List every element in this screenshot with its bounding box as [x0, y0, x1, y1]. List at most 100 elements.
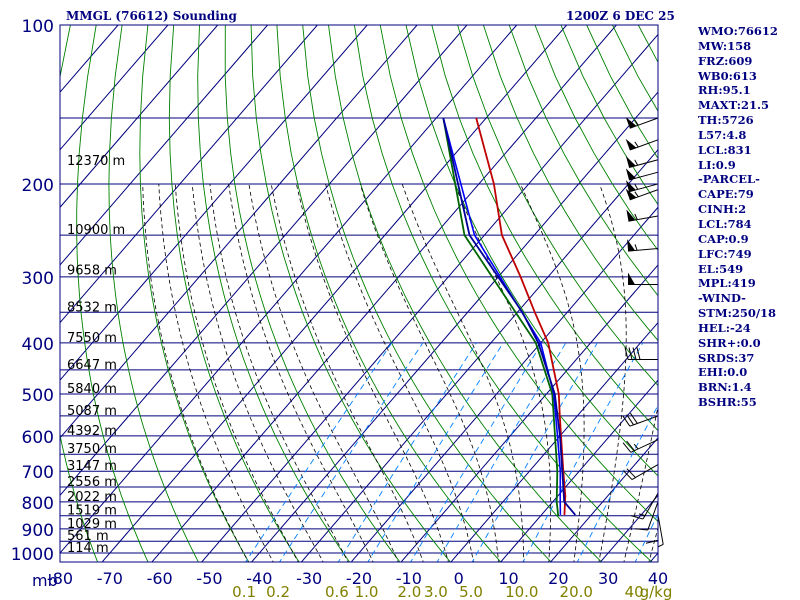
dry-adiabat-200	[60, 25, 99, 562]
wind-barb	[625, 180, 659, 193]
mixing-ratio-line-2	[337, 342, 477, 562]
dry-adiabat-250	[197, 25, 351, 562]
temperature-tick-label: -40	[246, 569, 272, 588]
wind-barb	[625, 155, 659, 169]
mixing-ratio-line-6	[471, 342, 598, 562]
dry-adiabat-280	[276, 25, 502, 562]
index-item: SRDS:37	[698, 350, 755, 365]
mixing-ratio-label: 2.0	[397, 583, 421, 600]
isotherm--110	[60, 25, 368, 381]
mixing-ratio-line-0	[245, 342, 393, 562]
wind-barb-half-feather	[634, 119, 639, 126]
index-item: LFC:749	[698, 246, 752, 261]
index-item: L57:4.8	[698, 127, 747, 142]
isotherm--140	[60, 25, 219, 209]
wind-barb-shaft	[647, 501, 659, 531]
moist-adiabat-15	[401, 183, 525, 562]
wind-barb-flag	[625, 138, 637, 151]
wind-barb-feather	[626, 440, 635, 451]
chart-time: 1200Z 6 DEC 25	[566, 9, 675, 23]
temperature-tick-label: 0	[454, 569, 464, 588]
wind-barb	[622, 412, 659, 427]
mixing-ratio-line-5	[436, 342, 567, 562]
index-item: LI:0.9	[698, 157, 736, 172]
wind-barbs	[622, 116, 664, 548]
index-item: HEL:-24	[698, 320, 751, 335]
wind-barb-flag	[625, 168, 636, 180]
index-item: TH:5726	[698, 113, 754, 128]
isotherm--130	[60, 25, 268, 266]
pressure-tick-label: 900	[22, 521, 54, 541]
isotherm--20	[350, 206, 658, 562]
wind-barb	[630, 492, 659, 520]
isotherm--60	[151, 25, 617, 562]
dewpoint-line	[442, 117, 560, 516]
wind-barb-feather	[623, 470, 633, 480]
dry-adiabat-370	[508, 25, 658, 297]
temperature-tick-label: -80	[47, 569, 73, 588]
pressure-tick-label: 1000	[11, 545, 54, 565]
temperature-tick-label: 20	[548, 569, 568, 588]
moist-adiabat--35	[158, 183, 274, 562]
mixing-ratio-label: 3.0	[424, 583, 448, 600]
moist-adiabat-0	[296, 183, 449, 562]
index-item: RH:95.1	[698, 83, 751, 98]
height-label: 5840 m	[67, 382, 117, 397]
isotherm-10	[500, 379, 658, 562]
index-item: EHI:0.0	[698, 365, 748, 380]
pressure-tick-label: 200	[22, 176, 54, 196]
index-item: FRZ:609	[698, 53, 753, 68]
height-label: 1029 m	[67, 517, 117, 532]
wind-barb-half-feather	[657, 544, 664, 548]
index-item: MAXT:21.5	[698, 98, 769, 113]
height-label: 5087 m	[67, 404, 117, 419]
temperature-tick-label: -60	[147, 569, 173, 588]
moist-adiabat-30	[598, 183, 627, 562]
dry-adiabat-290	[302, 25, 552, 562]
wind-barb	[626, 209, 659, 222]
wind-barb	[625, 188, 659, 201]
index-item: BSHR:55	[698, 395, 757, 410]
index-item: LCL:831	[698, 142, 752, 157]
wind-barb-flag	[628, 272, 635, 285]
mixing-ratio-label: 20.0	[560, 583, 593, 600]
moist-adiabat--5	[270, 183, 424, 562]
wind-barb-half-feather	[634, 159, 639, 166]
wind-barb-feather	[628, 347, 633, 360]
mixing-ratio-lines	[245, 342, 658, 562]
parcel-line	[442, 117, 576, 516]
moist-adiabat-10	[359, 183, 500, 562]
wind-barb	[625, 168, 659, 181]
wind-barb-feather	[632, 347, 637, 360]
height-label: 4392 m	[67, 424, 117, 439]
mixing-ratio-line-4	[410, 342, 543, 562]
mixing-ratio-label: 10.0	[505, 583, 538, 600]
pressure-tick-label: 500	[22, 386, 54, 406]
height-label: 9658 m	[67, 263, 117, 278]
mixing-ratio-line-8	[576, 404, 658, 562]
wind-barb-shaft	[628, 247, 659, 252]
dry-adiabat-220	[108, 25, 199, 562]
isotherm--70	[101, 25, 567, 562]
height-label: 2022 m	[67, 490, 117, 505]
dry-adiabat-260	[224, 25, 401, 562]
isotherm--10	[400, 264, 658, 562]
isotherm--120	[60, 25, 318, 324]
index-item: CINH:2	[698, 202, 747, 217]
wind-barb-flag	[625, 180, 636, 192]
indices-panel: WMO:76612 MW:158 FRZ:609 WB0:613 RH:95.1 MAXT…	[698, 24, 778, 410]
index-item: CAP:0.9	[698, 231, 749, 246]
dry-adiabat-360	[482, 25, 658, 342]
dry-adiabat-230	[139, 25, 250, 562]
dry-adiabat-320	[379, 25, 658, 523]
temperature-tick-label: 10	[498, 569, 518, 588]
pressure-unit-label: mb	[32, 571, 58, 590]
plot-frame	[59, 24, 659, 563]
mixing-ratio-line-1	[279, 342, 424, 562]
height-label: 3750 m	[67, 442, 117, 457]
wind-barb-feather	[645, 539, 659, 544]
wind-barb	[625, 116, 659, 129]
wind-barb-half-feather	[633, 443, 639, 450]
dry-adiabat-330	[405, 25, 658, 477]
